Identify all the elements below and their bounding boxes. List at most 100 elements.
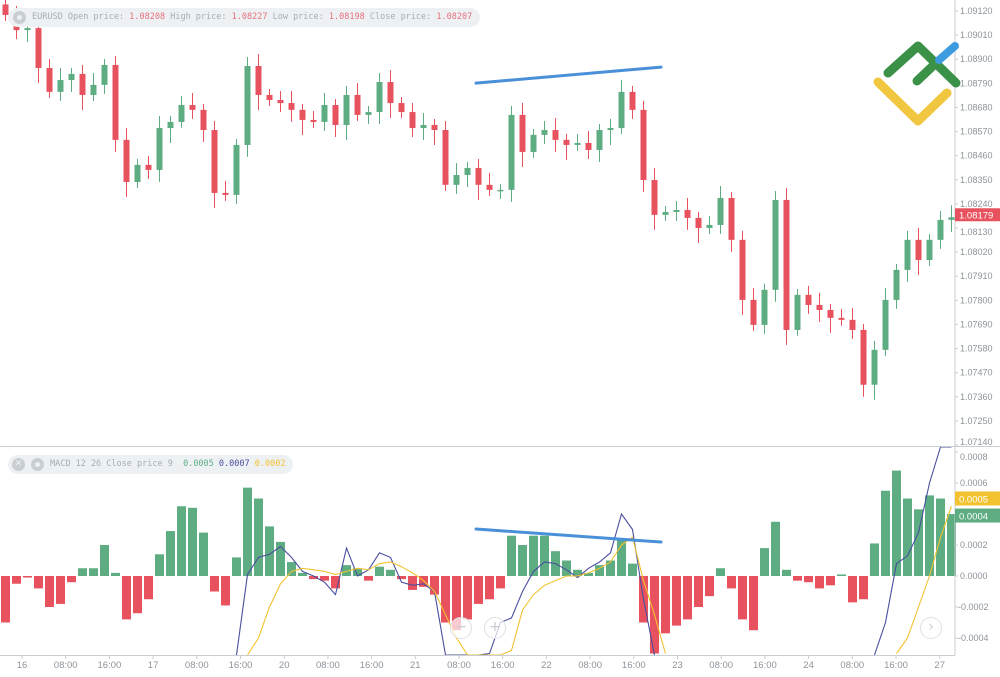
candle — [596, 124, 603, 162]
macd-histogram-bar — [45, 576, 54, 607]
candle — [486, 172, 493, 196]
candle-body — [475, 167, 482, 185]
macd-histogram-bar — [892, 470, 901, 576]
macd-histogram-bar — [1, 576, 10, 623]
candle — [904, 230, 911, 282]
macd-histogram-bar — [771, 521, 780, 576]
candle-body — [948, 217, 955, 220]
current-price-label: 1.08179 — [959, 210, 993, 221]
candle-body — [838, 317, 845, 320]
x-tick-label: 16:00 — [360, 660, 384, 671]
macd-histogram-bar — [683, 576, 692, 620]
macd-histogram-bar — [859, 576, 868, 600]
candle-body — [354, 94, 361, 115]
macd-histogram-bar — [914, 509, 923, 576]
candle-body — [420, 124, 427, 129]
macd-histogram-bar — [782, 569, 791, 576]
macd-histogram-bar — [188, 507, 197, 576]
candle — [563, 133, 570, 160]
zoom-out-button[interactable]: − — [450, 617, 472, 639]
candle-body — [288, 103, 295, 110]
macd-histogram-bar — [23, 576, 32, 578]
macd-line — [873, 446, 952, 656]
candle-body — [464, 167, 471, 175]
candle — [387, 70, 394, 119]
x-tick-label: 08:00 — [709, 660, 733, 671]
price-pane[interactable] — [2, 0, 955, 400]
price-trendline — [474, 65, 663, 85]
macd-histogram-bar — [727, 576, 736, 589]
candle-body — [24, 28, 31, 31]
macd-histogram-bar — [595, 565, 604, 576]
gear-icon[interactable] — [31, 458, 44, 471]
price-tick-label: 1.07360 — [960, 392, 993, 402]
candle-body — [167, 121, 174, 129]
macd-histogram-bar — [342, 565, 351, 576]
signal-value: 0.0002 — [254, 459, 286, 469]
candle-body — [893, 269, 900, 300]
price-tick-label: 1.09010 — [960, 30, 993, 40]
macd-histogram-bar — [925, 495, 934, 576]
macd-histogram-bar — [144, 576, 153, 600]
x-tick-label: 08:00 — [578, 660, 602, 671]
candle — [420, 112, 427, 141]
candle-body — [46, 67, 53, 92]
low-value: 1.08198 — [328, 12, 365, 22]
macd-pane[interactable] — [1, 446, 956, 656]
close-icon[interactable]: ✕ — [12, 458, 25, 471]
price-tick-label: 1.08020 — [960, 247, 993, 257]
scroll-right-button[interactable]: › — [920, 617, 942, 639]
candle-body — [541, 130, 548, 135]
candle — [200, 103, 207, 143]
candle — [530, 128, 537, 158]
macd-histogram-bar — [276, 541, 285, 576]
candle — [233, 138, 240, 204]
macd-histogram-bar — [353, 568, 362, 576]
candle — [508, 105, 515, 202]
candle — [739, 230, 746, 315]
macd-histogram-bar — [606, 560, 615, 576]
candle-body — [607, 128, 614, 131]
candle-body — [849, 319, 856, 330]
macd-histogram-bar — [177, 506, 186, 576]
x-tick-label: 08:00 — [185, 660, 209, 671]
candle-body — [178, 105, 185, 122]
x-tick-label: 23 — [672, 660, 683, 671]
candle — [574, 133, 581, 151]
candle-body — [805, 294, 812, 305]
macd-histogram-bar — [452, 576, 461, 631]
candle — [101, 58, 108, 94]
macd-histogram-bar — [540, 535, 549, 576]
gear-icon[interactable] — [13, 11, 26, 24]
macd-histogram-bar — [749, 576, 758, 631]
macd-histogram-bar — [507, 535, 516, 576]
macd-histogram-bar — [705, 576, 714, 597]
macd-histogram-bar — [474, 576, 483, 604]
candle-body — [134, 164, 141, 182]
candle-body — [497, 189, 504, 192]
price-tick-label: 1.07250 — [960, 416, 993, 426]
candle — [651, 167, 658, 230]
macd-histogram-bar — [221, 576, 230, 606]
candle-body — [937, 219, 944, 240]
candle — [288, 91, 295, 122]
candle — [343, 85, 350, 140]
macd-histogram-bar — [903, 498, 912, 576]
x-tick-label: 16:00 — [884, 660, 908, 671]
price-tick-label: 1.08240 — [960, 199, 993, 209]
candle — [244, 57, 251, 157]
zoom-in-button[interactable]: + — [484, 617, 506, 639]
candle-body — [68, 73, 75, 81]
candle — [167, 115, 174, 144]
x-tick-label: 16:00 — [491, 660, 515, 671]
macd-histogram-bar — [122, 576, 131, 620]
candle — [255, 54, 262, 110]
macd-histogram-bar — [441, 576, 450, 623]
macd-histogram-bar — [661, 576, 670, 634]
macd-histogram-bar — [496, 576, 505, 589]
x-tick-label: 16 — [17, 660, 28, 671]
macd-histogram-bar — [232, 557, 241, 576]
x-tick-label: 21 — [410, 660, 421, 671]
macd-histogram-bar — [254, 498, 263, 576]
